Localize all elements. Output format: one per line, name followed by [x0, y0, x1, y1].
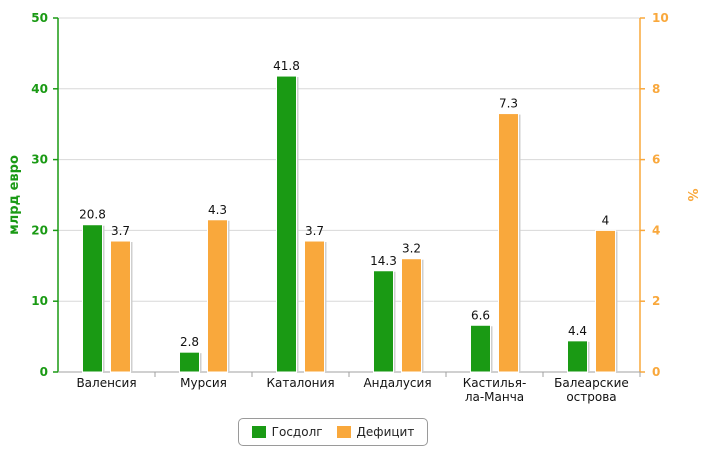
data-label: 6.6: [471, 308, 490, 322]
x-tick-label: ла-Манча: [465, 390, 524, 404]
data-label: 20.8: [79, 208, 106, 222]
legend-label-gosdolg: Госдолг: [271, 425, 323, 439]
data-label: 4: [602, 213, 610, 227]
legend-swatch-deficit: [336, 426, 351, 438]
bar-deficit: [498, 113, 519, 373]
y-tick-label-right: 8: [652, 82, 660, 96]
legend-item-deficit[interactable]: Дефицит: [336, 425, 415, 439]
y-tick-label-right: 6: [652, 153, 660, 167]
data-label: 3.2: [402, 242, 421, 256]
bar-deficit: [110, 240, 131, 373]
bar-deficit: [401, 258, 422, 373]
y-tick-label-right: 0: [652, 365, 660, 379]
data-label: 7.3: [499, 97, 518, 111]
x-tick-label: Балеарские: [554, 376, 629, 390]
x-tick-label: острова: [566, 390, 616, 404]
data-label: 14.3: [370, 254, 397, 268]
bar-gosdolg: [276, 75, 297, 373]
y-tick-label-left: 0: [40, 365, 48, 379]
legend[interactable]: Госдолг Дефицит: [238, 418, 428, 446]
bar-gosdolg: [82, 224, 103, 373]
y-tick-label-left: 10: [31, 294, 48, 308]
data-label: 41.8: [273, 59, 300, 73]
bar-deficit: [595, 229, 616, 373]
x-tick-label: Андалусия: [363, 376, 431, 390]
bar-deficit: [207, 219, 228, 373]
y-tick-label-left: 40: [31, 82, 48, 96]
legend-swatch-gosdolg: [251, 426, 266, 438]
data-label: 3.7: [305, 224, 324, 238]
data-label: 3.7: [111, 224, 130, 238]
y-tick-label-left: 30: [31, 153, 48, 167]
x-tick-label: Валенсия: [76, 376, 136, 390]
y-axis-title-left: млрд евро: [7, 155, 22, 235]
y-tick-label-right: 4: [652, 223, 660, 237]
bar-gosdolg: [470, 324, 491, 373]
bar-gosdolg: [567, 340, 588, 373]
data-label: 2.8: [180, 335, 199, 349]
legend-item-gosdolg[interactable]: Госдолг: [251, 425, 323, 439]
bar-gosdolg: [179, 351, 200, 373]
x-tick-label: Кастилья-: [463, 376, 527, 390]
legend-label-deficit: Дефицит: [356, 425, 415, 439]
data-label: 4.3: [208, 203, 227, 217]
y-axis-title-right: %: [684, 188, 699, 201]
y-tick-label-left: 20: [31, 223, 48, 237]
bar-gosdolg: [373, 270, 394, 373]
bar-deficit: [304, 240, 325, 373]
y-tick-label-right: 10: [652, 11, 669, 25]
data-label: 4.4: [568, 324, 587, 338]
y-tick-label-left: 50: [31, 11, 48, 25]
x-tick-label: Мурсия: [180, 376, 227, 390]
x-tick-label: Каталония: [266, 376, 334, 390]
y-tick-label-right: 2: [652, 294, 660, 308]
